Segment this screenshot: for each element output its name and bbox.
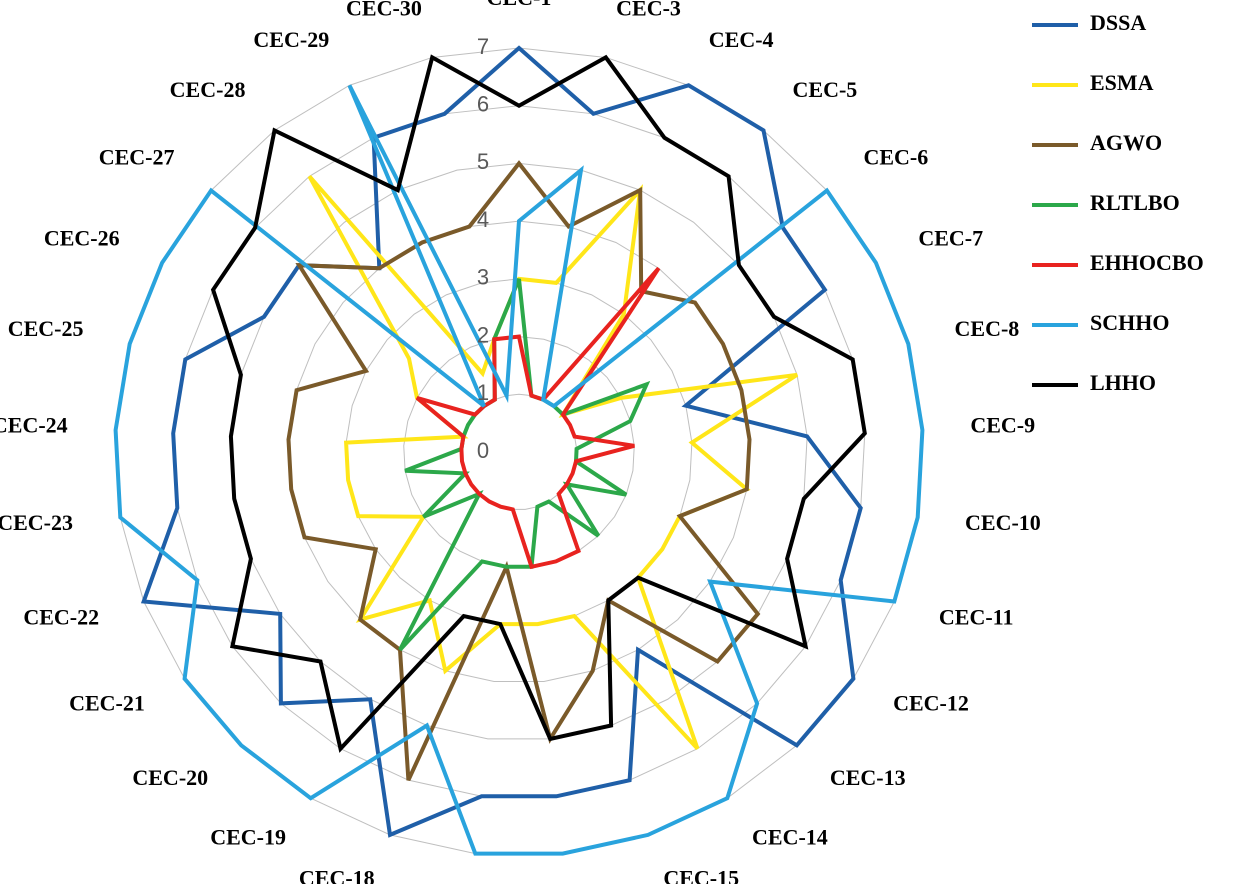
grid-ring [172,105,866,797]
grid-ring [345,278,693,625]
category-label: CEC-8 [955,316,1020,341]
series-line [210,54,867,753]
tick-label: 3 [477,265,489,290]
legend-label: AGWO [1090,130,1162,155]
legend-label: SCHHO [1090,310,1169,335]
category-label: CEC-22 [23,604,99,629]
category-label: CEC-18 [299,865,375,884]
category-label: CEC-26 [44,225,120,250]
category-label: CEC-10 [965,510,1041,535]
category-label: CEC-24 [0,413,68,438]
category-label: CEC-25 [8,316,84,341]
category-label: CEC-9 [970,413,1035,438]
series-line [286,160,761,782]
category-label: CEC-27 [99,144,175,169]
legend-label: DSSA [1090,10,1146,35]
category-label: CEC-14 [752,824,828,849]
tick-label: 7 [477,34,489,59]
category-label: CEC-3 [616,0,681,21]
grid-ring [230,162,808,740]
category-label: CEC-6 [863,144,928,169]
category-label: CEC-11 [939,604,1014,629]
series-line [398,278,651,652]
category-label: CEC-12 [893,691,969,716]
series-line [307,174,799,751]
tick-label: 2 [477,322,489,347]
category-label: CEC-7 [918,225,983,250]
category-label: CEC-20 [132,765,208,790]
category-label: CEC-23 [0,510,73,535]
category-label: CEC-15 [663,865,739,884]
legend-label: ESMA [1090,70,1154,95]
tick-label: 5 [477,149,489,174]
category-label: CEC-19 [210,824,286,849]
legend-label: RLTLBO [1090,190,1180,215]
tick-label: 4 [477,207,489,232]
category-label: CEC-4 [709,27,774,52]
category-label: CEC-5 [793,77,858,102]
grid-ring [115,47,923,855]
category-label: CEC-21 [69,691,145,716]
legend-label: LHHO [1090,370,1156,395]
tick-label: 0 [477,438,489,463]
tick-label: 6 [477,92,489,117]
category-label: CEC-30 [346,0,422,21]
category-label: CEC-28 [170,77,246,102]
category-label: CEC-1 [487,0,552,10]
tick-label: 1 [477,380,489,405]
category-label: CEC-29 [253,27,329,52]
category-label: CEC-13 [830,765,906,790]
legend-label: EHHOCBO [1090,250,1204,275]
series-line [415,266,661,570]
series-line [140,45,863,838]
series-line [113,84,925,856]
